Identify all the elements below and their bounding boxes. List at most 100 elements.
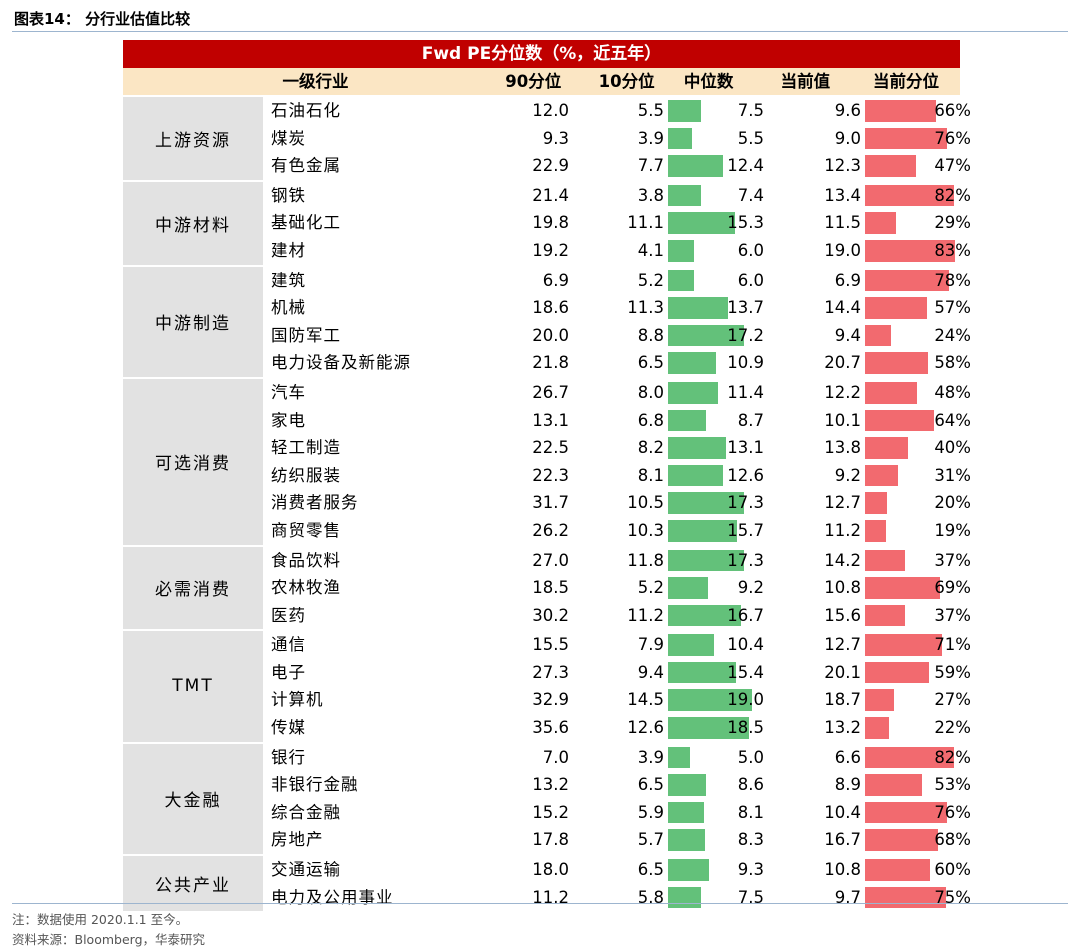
p90-cell: 13.2	[532, 775, 569, 795]
table-row: 建材 19.2 4.1 6.0 19.0 83%	[263, 237, 975, 265]
current-cell: 6.6	[834, 747, 861, 767]
top-rule	[12, 31, 1068, 32]
current-cell: 10.4	[824, 802, 861, 822]
current-pct-bar	[865, 127, 948, 150]
p10-cell: 3.9	[637, 747, 664, 767]
p10-cell: 5.5	[637, 101, 664, 120]
median-cell: 16.7	[668, 602, 770, 630]
median-bar	[668, 269, 695, 292]
p10-cell: 3.9	[637, 128, 664, 148]
current-pct-value: 82%	[934, 185, 971, 205]
median-cell: 7.5	[668, 97, 770, 125]
p90-cell: 26.7	[532, 382, 569, 402]
median-bar	[668, 212, 736, 234]
current-pct-cell: 47%	[865, 152, 975, 180]
median-value: 8.1	[737, 802, 764, 822]
group-label: TMT	[123, 631, 263, 742]
p90-cell: 21.8	[532, 353, 569, 373]
current-cell: 10.8	[824, 860, 861, 880]
p90-cell: 9.3	[542, 128, 569, 148]
table-row: 石油石化 12.0 5.5 7.5 9.6 66%	[263, 97, 975, 125]
p10-cell: 6.5	[637, 860, 664, 880]
current-cell: 18.7	[824, 690, 861, 710]
industry-cell: 食品饮料	[271, 550, 341, 570]
table-row: 银行 7.0 3.9 5.0 6.6 82%	[263, 744, 975, 772]
current-pct-value: 47%	[934, 156, 971, 176]
median-bar	[668, 886, 701, 909]
current-pct-bar	[865, 859, 930, 881]
table-row: 综合金融 15.2 5.9 8.1 10.4 76%	[263, 799, 975, 827]
industry-cell: 家电	[271, 410, 306, 430]
table-header: 一级行业 90分位 10分位 中位数 当前值 当前分位	[123, 68, 960, 95]
median-bar	[668, 324, 744, 347]
current-pct-value: 53%	[934, 775, 971, 795]
median-bar	[668, 634, 714, 656]
current-pct-cell: 19%	[865, 517, 975, 545]
current-pct-value: 29%	[934, 213, 971, 233]
p10-cell: 10.3	[627, 520, 664, 540]
current-pct-value: 60%	[934, 860, 971, 880]
median-bar	[668, 549, 745, 572]
table-row: 轻工制造 22.5 8.2 13.1 13.8 40%	[263, 434, 975, 462]
current-cell: 9.4	[834, 325, 861, 345]
median-cell: 8.7	[668, 407, 770, 435]
p10-cell: 11.1	[627, 213, 664, 233]
p90-cell: 12.0	[532, 101, 569, 120]
current-cell: 16.7	[824, 830, 861, 850]
current-pct-cell: 68%	[865, 826, 975, 854]
industry-cell: 建筑	[271, 270, 306, 290]
median-value: 11.4	[727, 382, 764, 402]
current-pct-bar	[865, 689, 895, 712]
p90-cell: 21.4	[532, 185, 569, 205]
group-block: 中游制造 建筑 6.9 5.2 6.0 6.9 78% 机械 18.6 11.3 13.7 14.4 5…	[123, 264, 971, 377]
group-block: 中游材料 钢铁 21.4 3.8 7.4 13.4 82% 基础化工 19.8 11.1 15.3 1…	[123, 179, 971, 265]
median-bar	[668, 381, 719, 404]
group-label: 必需消费	[123, 546, 263, 630]
median-bar	[668, 184, 701, 207]
median-value: 7.4	[737, 185, 764, 205]
current-pct-bar	[865, 437, 909, 459]
median-value: 16.7	[727, 605, 764, 625]
table-row: 房地产 17.8 5.7 8.3 16.7 68%	[263, 826, 975, 854]
current-pct-cell: 66%	[865, 97, 975, 125]
current-pct-cell: 22%	[865, 714, 975, 742]
p90-cell: 30.2	[532, 605, 569, 625]
industry-cell: 机械	[271, 298, 306, 318]
current-pct-cell: 71%	[865, 631, 975, 659]
industry-cell: 国防军工	[271, 325, 341, 345]
current-cell: 11.5	[824, 213, 861, 233]
median-cell: 5.0	[668, 744, 770, 772]
median-bar	[668, 774, 706, 796]
current-pct-cell: 75%	[865, 884, 975, 912]
current-pct-bar	[865, 155, 916, 177]
current-cell: 10.8	[824, 578, 861, 598]
current-pct-value: 78%	[934, 270, 971, 290]
median-cell: 17.2	[668, 322, 770, 350]
median-cell: 12.6	[668, 462, 770, 490]
median-bar	[668, 155, 723, 177]
p10-cell: 7.9	[637, 635, 664, 655]
table-row: 基础化工 19.8 11.1 15.3 11.5 29%	[263, 209, 975, 237]
median-bar	[668, 801, 704, 824]
median-bar	[668, 577, 709, 599]
industry-cell: 综合金融	[271, 802, 341, 822]
median-value: 6.0	[737, 270, 764, 290]
current-pct-value: 76%	[934, 802, 971, 822]
p90-cell: 31.7	[532, 493, 569, 513]
table-row: 电力及公用事业 11.2 5.8 7.5 9.7 75%	[263, 884, 975, 912]
current-pct-value: 64%	[934, 410, 971, 430]
current-cell: 9.7	[834, 887, 861, 907]
median-cell: 7.5	[668, 884, 770, 912]
current-pct-cell: 78%	[865, 267, 975, 295]
current-pct-cell: 64%	[865, 407, 975, 435]
median-bar	[668, 519, 738, 542]
current-pct-value: 27%	[934, 690, 971, 710]
p90-cell: 22.9	[532, 156, 569, 176]
industry-cell: 房地产	[271, 830, 324, 850]
median-cell: 15.4	[668, 659, 770, 687]
p90-cell: 35.6	[532, 718, 569, 738]
table-row: 传媒 35.6 12.6 18.5 13.2 22%	[263, 714, 975, 742]
industry-cell: 非银行金融	[271, 775, 359, 795]
median-value: 17.3	[727, 550, 764, 570]
header-current: 当前值	[780, 72, 831, 91]
